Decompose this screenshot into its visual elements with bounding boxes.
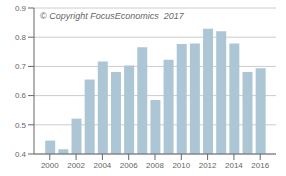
svg-text:2012: 2012 — [199, 161, 217, 170]
svg-text:2004: 2004 — [93, 161, 111, 170]
svg-text:2006: 2006 — [120, 161, 138, 170]
svg-text:2016: 2016 — [251, 161, 269, 170]
svg-text:2000: 2000 — [41, 161, 59, 170]
svg-text:2008: 2008 — [146, 161, 164, 170]
svg-text:0.5: 0.5 — [15, 121, 27, 130]
svg-text:0.8: 0.8 — [15, 33, 27, 42]
svg-text:2014: 2014 — [225, 161, 243, 170]
html-text:© Copyright FocusEconomics 201: © Copyright FocusEconomics 2017 — [40, 11, 184, 21]
svg-text:0.4: 0.4 — [15, 150, 27, 159]
svg-text:0.9: 0.9 — [15, 4, 27, 13]
svg-text:2010: 2010 — [172, 161, 190, 170]
svg-text:0.7: 0.7 — [15, 62, 27, 71]
svg-text:2002: 2002 — [67, 161, 85, 170]
svg-text:0.6: 0.6 — [15, 91, 27, 100]
